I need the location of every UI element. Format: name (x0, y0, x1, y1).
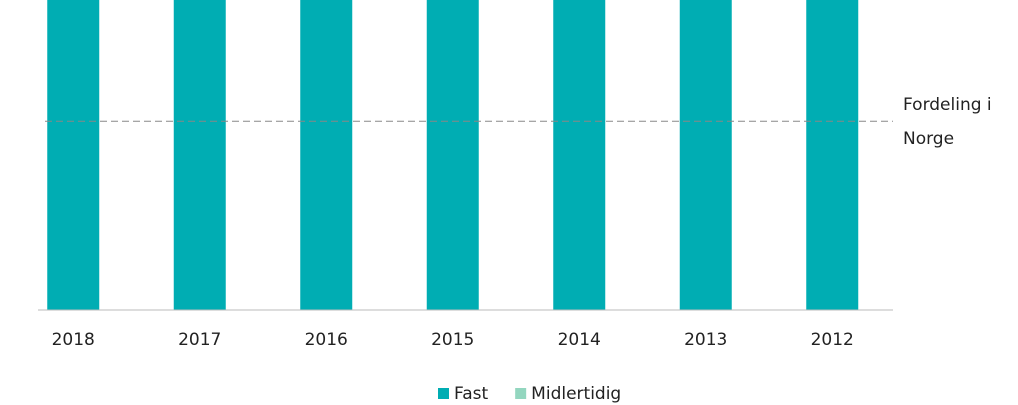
bar-segment (553, 0, 606, 310)
legend-label: Midlertidig (531, 384, 621, 404)
x-tick-label: 2017 (178, 330, 221, 350)
reference-label: Norge (903, 129, 954, 149)
x-tick-label: 2015 (431, 330, 474, 350)
bar-segment (300, 0, 353, 310)
x-tick-label: 2014 (558, 330, 601, 350)
legend-label: Fast (454, 384, 488, 404)
x-tick-label: 2016 (305, 330, 348, 350)
legend-swatch (515, 388, 527, 399)
bar-segment (679, 0, 732, 310)
legend-swatch (438, 388, 449, 399)
reference-label: Fordeling i (903, 95, 992, 115)
x-tick-label: 2012 (811, 330, 854, 350)
bar-segment (173, 0, 226, 310)
bar-segment (426, 0, 479, 310)
bar-segment (47, 0, 100, 310)
x-tick-label: 2018 (52, 330, 95, 350)
bar-segment (806, 0, 859, 310)
x-tick-label: 2013 (684, 330, 727, 350)
